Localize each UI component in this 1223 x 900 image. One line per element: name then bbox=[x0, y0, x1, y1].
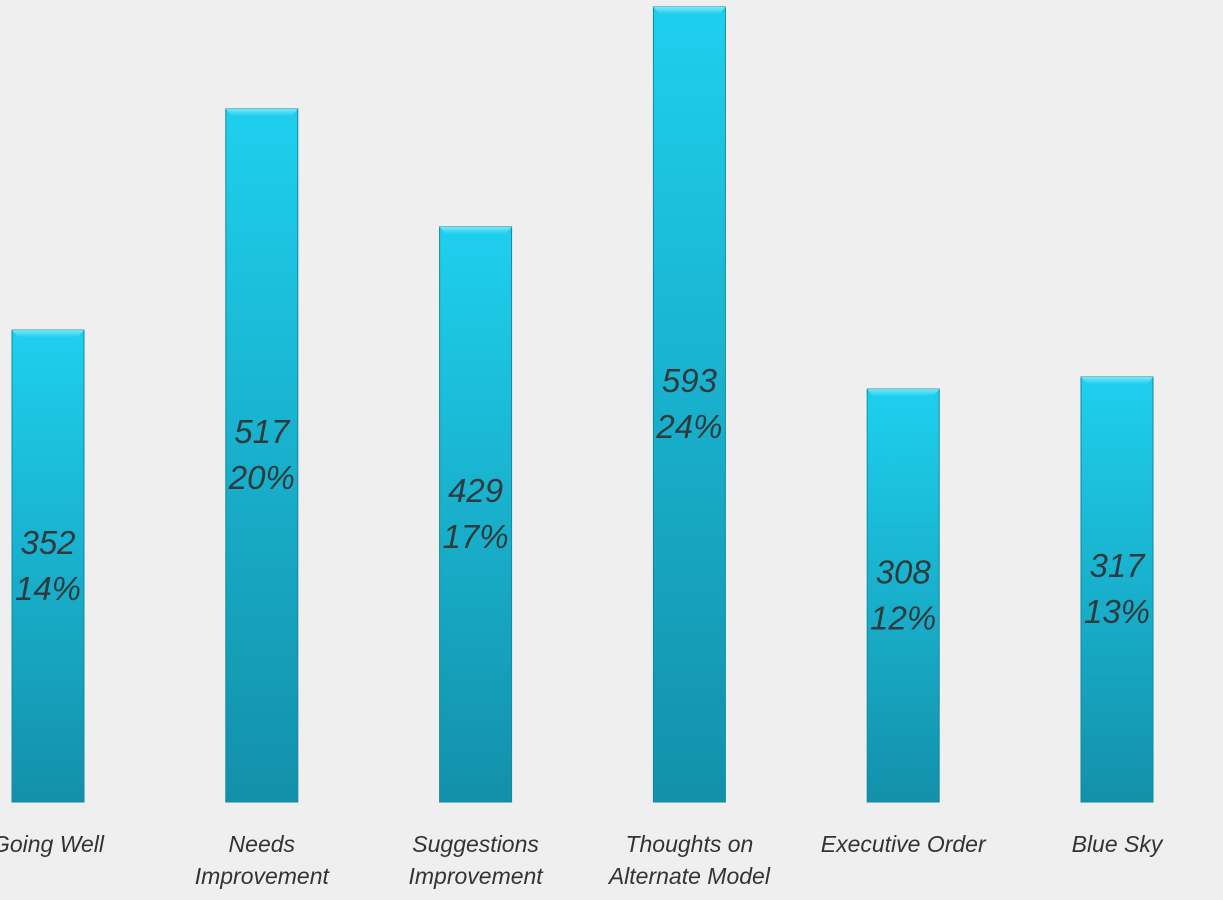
bar-bevel bbox=[439, 226, 512, 234]
value-label: 352 bbox=[20, 524, 75, 561]
bar bbox=[652, 6, 726, 803]
value-label: 308 bbox=[876, 553, 932, 590]
percent-label: 24% bbox=[655, 408, 722, 445]
value-label: 317 bbox=[1089, 547, 1146, 584]
bar-bevel bbox=[12, 330, 84, 338]
category-label: Executive Order bbox=[820, 831, 986, 857]
category-label: Blue Sky bbox=[1071, 831, 1163, 857]
bar-bevel bbox=[225, 108, 298, 116]
bar bbox=[439, 226, 513, 803]
bar bbox=[866, 388, 940, 803]
percent-label: 14% bbox=[15, 570, 81, 607]
bar-bevel bbox=[653, 7, 726, 14]
percent-label: 12% bbox=[870, 599, 936, 636]
percent-label: 13% bbox=[1084, 593, 1150, 630]
value-label: 593 bbox=[662, 362, 718, 399]
bar-bevel bbox=[1081, 377, 1153, 385]
category-label: Going Well bbox=[0, 831, 105, 857]
value-label: 517 bbox=[234, 413, 291, 450]
bar bbox=[1080, 376, 1154, 803]
percent-label: 20% bbox=[228, 459, 295, 496]
category-label: Thoughts on Alternate Model bbox=[608, 831, 770, 889]
bar bbox=[225, 108, 299, 803]
percent-label: 17% bbox=[443, 518, 509, 555]
value-label: 429 bbox=[448, 472, 503, 509]
category-label: Suggestions Improvement bbox=[408, 831, 543, 889]
bar bbox=[11, 329, 85, 803]
bar-bevel bbox=[867, 389, 940, 397]
category-label: Needs Improvement bbox=[194, 831, 329, 889]
